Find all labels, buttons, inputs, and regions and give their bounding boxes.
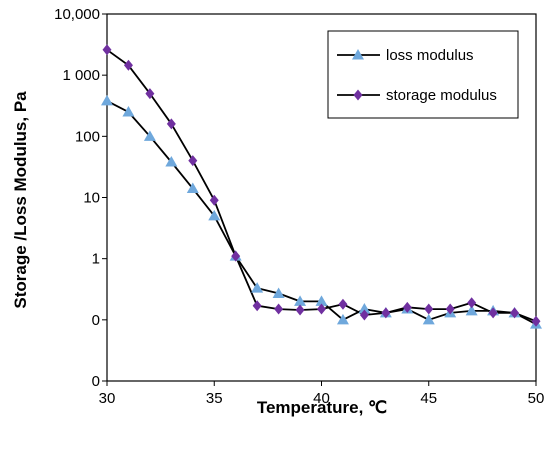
storage-modulus-point bbox=[445, 303, 455, 315]
y-axis-title: Storage /Loss Modulus, Pa bbox=[11, 91, 30, 309]
storage-modulus-point bbox=[353, 89, 363, 101]
legend-label: loss modulus bbox=[386, 47, 474, 64]
y-tick-label: 10 bbox=[83, 190, 100, 207]
legend: loss modulus storage modulus bbox=[327, 30, 519, 119]
loss-modulus-point bbox=[294, 295, 307, 306]
y-tick-label: 100 bbox=[75, 128, 100, 145]
legend-box bbox=[327, 30, 519, 119]
loss-modulus-point bbox=[143, 130, 156, 141]
storage-modulus-point bbox=[510, 307, 520, 319]
storage-modulus-point bbox=[467, 297, 477, 309]
loss-modulus-point bbox=[272, 287, 285, 298]
storage-modulus-point bbox=[274, 303, 284, 315]
loss-modulus-point bbox=[251, 282, 264, 293]
x-tick-label: 50 bbox=[528, 390, 545, 407]
loss-modulus-point bbox=[122, 105, 135, 117]
y-tick-label: 1 bbox=[92, 251, 100, 268]
storage-modulus-point bbox=[531, 315, 541, 327]
y-tick-label: 10,000 bbox=[54, 6, 100, 23]
x-tick-label: 40 bbox=[313, 390, 330, 407]
loss-modulus-point bbox=[101, 94, 113, 106]
loss-modulus-point bbox=[208, 209, 221, 221]
storage-modulus-point bbox=[317, 303, 326, 315]
storage-modulus-point bbox=[424, 303, 434, 315]
storage-modulus-point bbox=[252, 300, 262, 312]
x-axis: 30 35 40 45 50 bbox=[99, 381, 545, 407]
storage-modulus-point bbox=[338, 298, 348, 310]
loss-modulus-point bbox=[186, 182, 199, 194]
storage-modulus-point bbox=[488, 307, 498, 319]
x-tick-label: 35 bbox=[206, 390, 223, 407]
storage-modulus-point bbox=[295, 304, 305, 316]
y-tick-label: 1 000 bbox=[62, 67, 100, 84]
loss-modulus-point bbox=[465, 304, 478, 316]
storage-modulus-point bbox=[381, 307, 391, 319]
storage-modulus-point bbox=[188, 155, 198, 167]
storage-modulus-point bbox=[231, 250, 241, 262]
series-layer bbox=[101, 44, 542, 329]
storage-modulus-point bbox=[123, 59, 133, 71]
x-tick-label: 45 bbox=[420, 390, 437, 407]
storage-modulus-point bbox=[166, 118, 176, 130]
legend-label: storage modulus bbox=[386, 87, 497, 104]
loss-modulus-point bbox=[315, 295, 328, 306]
storage-modulus-point bbox=[102, 44, 112, 56]
y-tick-label: 0 bbox=[92, 312, 100, 329]
y-tick-label: 0 bbox=[92, 373, 100, 390]
x-tick-label: 30 bbox=[99, 390, 116, 407]
x-axis-title: Temperature, ℃ bbox=[257, 398, 387, 417]
loss-modulus-point bbox=[336, 313, 349, 325]
storage-modulus-point bbox=[402, 301, 412, 313]
storage-modulus-point bbox=[209, 194, 219, 206]
y-axis: 0 0 1 10 100 1 000 10,000 bbox=[54, 6, 107, 390]
storage-modulus-point bbox=[145, 88, 155, 100]
loss-modulus-point bbox=[358, 303, 371, 314]
storage-modulus-point bbox=[359, 309, 369, 321]
loss-modulus-point bbox=[352, 49, 364, 60]
loss-modulus-point bbox=[165, 156, 178, 167]
loss-modulus-point bbox=[422, 313, 435, 325]
